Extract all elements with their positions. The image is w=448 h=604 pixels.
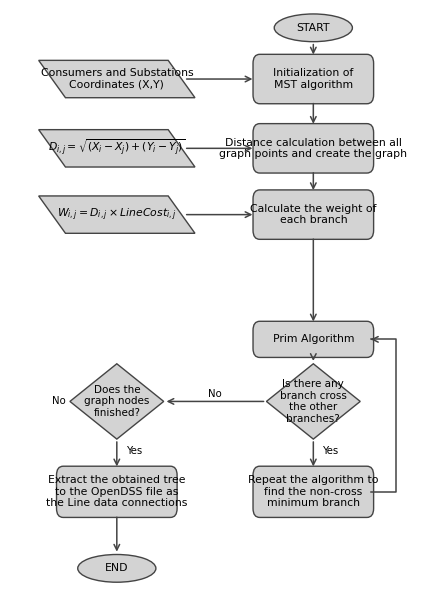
Text: No: No (52, 396, 65, 406)
Text: Repeat the algorithm to
find the non-cross
minimum branch: Repeat the algorithm to find the non-cro… (248, 475, 379, 509)
Text: Yes: Yes (127, 446, 143, 456)
FancyBboxPatch shape (56, 466, 177, 518)
Text: Consumers and Substations
Coordinates (X,Y): Consumers and Substations Coordinates (X… (40, 68, 193, 90)
Text: Initialization of
MST algorithm: Initialization of MST algorithm (273, 68, 353, 90)
Text: $W_{i,j}=D_{i,j}\times LineCost_{i,j}$: $W_{i,j}=D_{i,j}\times LineCost_{i,j}$ (57, 207, 177, 223)
Polygon shape (70, 364, 164, 439)
FancyBboxPatch shape (253, 54, 374, 104)
Text: Distance calculation between all
graph points and create the graph: Distance calculation between all graph p… (220, 138, 407, 159)
FancyBboxPatch shape (253, 124, 374, 173)
Text: Yes: Yes (323, 446, 340, 456)
Text: $D_{i,j}=\sqrt{(X_i-X_j)+(Y_i-Y_j)}$: $D_{i,j}=\sqrt{(X_i-X_j)+(Y_i-Y_j)}$ (48, 138, 185, 158)
FancyBboxPatch shape (253, 190, 374, 239)
Text: Extract the obtained tree
to the OpenDSS file as
the Line data connections: Extract the obtained tree to the OpenDSS… (46, 475, 188, 509)
Text: Prim Algorithm: Prim Algorithm (272, 335, 354, 344)
Text: No: No (208, 389, 222, 399)
Text: END: END (105, 564, 129, 573)
FancyBboxPatch shape (253, 466, 374, 518)
Ellipse shape (274, 14, 353, 42)
Text: Is there any
branch cross
the other
branches?: Is there any branch cross the other bran… (280, 379, 347, 424)
Text: Does the
graph nodes
finished?: Does the graph nodes finished? (84, 385, 150, 418)
Ellipse shape (78, 554, 156, 582)
FancyBboxPatch shape (253, 321, 374, 358)
Polygon shape (39, 130, 195, 167)
Text: Calculate the weight of
each branch: Calculate the weight of each branch (250, 204, 377, 225)
Polygon shape (267, 364, 360, 439)
Polygon shape (39, 196, 195, 233)
Polygon shape (39, 60, 195, 98)
Text: START: START (297, 23, 330, 33)
